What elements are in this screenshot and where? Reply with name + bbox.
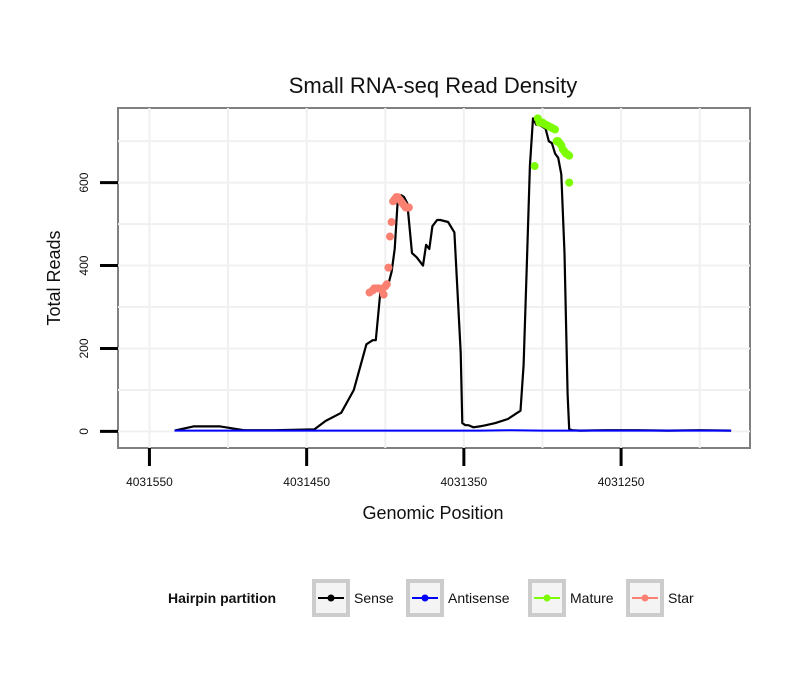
legend-dot-mature [543, 594, 551, 602]
star-point [404, 203, 413, 212]
plot-panel [117, 107, 751, 449]
series-layer [174, 114, 732, 432]
mature-point [565, 178, 574, 187]
star-point [387, 218, 396, 227]
legend-label-star: Star [668, 590, 694, 606]
legend-label-sense: Sense [354, 590, 394, 606]
legend-item-sense: Sense [312, 579, 394, 617]
y-tick-label: 0 [77, 428, 91, 435]
x-tick-label: 4031250 [598, 475, 645, 489]
y-axis-title: Total Reads [44, 230, 64, 325]
star-point [385, 232, 394, 241]
grid-lines [118, 108, 750, 448]
mature-point [565, 151, 574, 160]
x-tick-label: 4031350 [441, 475, 488, 489]
x-tick-label: 4031550 [126, 475, 173, 489]
star-point [384, 263, 393, 272]
mature-point [530, 162, 539, 171]
y-tick-label: 600 [77, 172, 91, 192]
legend-item-mature: Mature [528, 579, 614, 617]
x-tick-label: 4031450 [283, 475, 330, 489]
legend-item-star: Star [626, 579, 694, 617]
mature-point [551, 125, 560, 134]
legend: Hairpin partition Sense Antisense Mature St… [168, 579, 694, 617]
axes: 0 200 400 600 4031550 4031450 4031350 4031250 [77, 172, 645, 489]
chart-title: Small RNA-seq Read Density [289, 73, 578, 98]
star-point [382, 280, 391, 289]
y-tick-label: 200 [77, 338, 91, 358]
legend-dot-sense [327, 594, 335, 602]
legend-title: Hairpin partition [168, 590, 276, 606]
legend-label-antisense: Antisense [448, 590, 510, 606]
y-tick-label: 400 [77, 255, 91, 275]
star-point [379, 290, 388, 299]
legend-label-mature: Mature [570, 590, 614, 606]
x-axis-title: Genomic Position [362, 503, 503, 523]
legend-item-antisense: Antisense [406, 579, 510, 617]
sense-line [174, 117, 732, 432]
legend-dot-antisense [421, 594, 429, 602]
legend-dot-star [641, 594, 649, 602]
